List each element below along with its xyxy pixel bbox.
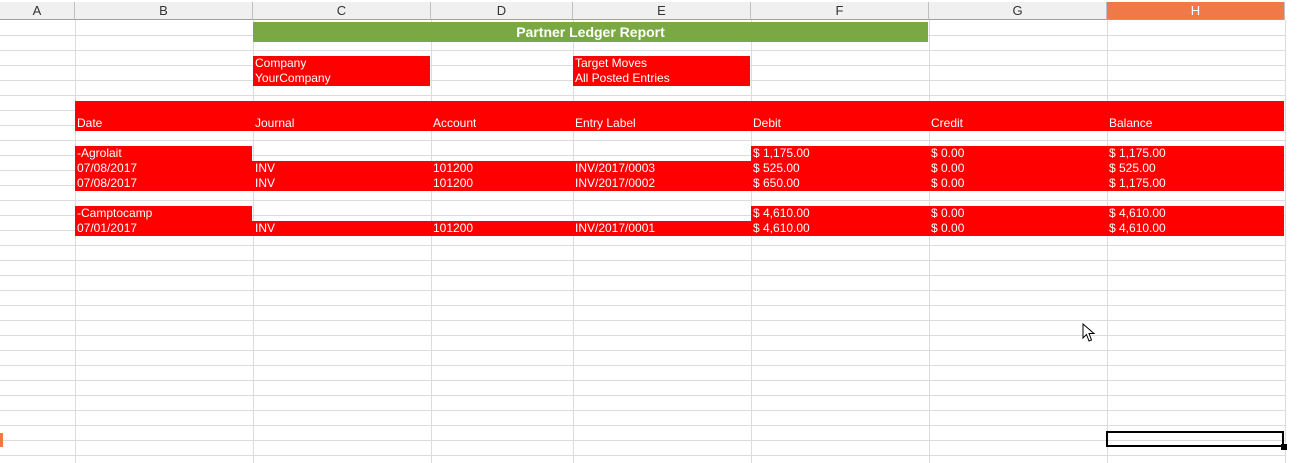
entry-account[interactable]: 101200 <box>433 221 474 235</box>
entry-journal[interactable]: INV <box>255 161 276 175</box>
partner-balance[interactable]: $ 4,610.00 <box>1109 206 1166 220</box>
partner-balance[interactable]: $ 1,175.00 <box>1109 146 1166 160</box>
entry-credit[interactable]: $ 0.00 <box>931 176 965 190</box>
row-gridline <box>0 260 1285 261</box>
table-header-cell[interactable]: Credit <box>931 116 964 130</box>
column-header-b[interactable]: B <box>75 2 253 20</box>
report-title[interactable]: Partner Ledger Report <box>253 22 928 42</box>
row-gridline <box>0 215 1285 216</box>
entry-label[interactable]: INV/2017/0003 <box>575 161 656 175</box>
partner-name[interactable]: -Agrolait <box>77 146 122 160</box>
column-header-e[interactable]: E <box>573 2 751 20</box>
selected-cell-H[interactable] <box>1106 431 1284 447</box>
company-block <box>253 56 430 86</box>
entry-balance[interactable]: $ 4,610.00 <box>1109 221 1166 235</box>
column-gridline <box>1107 20 1108 463</box>
table-header-cell[interactable]: Entry Label <box>575 116 636 130</box>
row-gridline <box>0 155 1285 156</box>
column-gridline <box>75 20 76 463</box>
entry-journal[interactable]: INV <box>255 221 276 235</box>
partner-credit[interactable]: $ 0.00 <box>931 206 965 220</box>
partner-name-fill <box>75 206 252 221</box>
active-row-marker <box>0 433 3 447</box>
row-gridline <box>0 335 1285 336</box>
row-gridline <box>0 275 1285 276</box>
row-gridline <box>0 305 1285 306</box>
column-gridline <box>751 20 752 463</box>
row-gridline <box>0 380 1285 381</box>
entry-date[interactable]: 07/08/2017 <box>77 161 138 175</box>
entry-account[interactable]: 101200 <box>433 176 474 190</box>
row-gridline <box>0 200 1285 201</box>
row-gridline <box>0 395 1285 396</box>
row-gridline <box>0 440 1285 441</box>
column-header-c[interactable]: C <box>253 2 431 20</box>
column-gridline <box>1285 20 1286 463</box>
row-gridline <box>0 95 1285 96</box>
partner-debit[interactable]: $ 4,610.00 <box>753 206 810 220</box>
entry-label[interactable]: INV/2017/0001 <box>575 221 656 235</box>
table-header-cell[interactable]: Date <box>77 116 103 130</box>
entry-account[interactable]: 101200 <box>433 161 474 175</box>
column-gridline <box>253 20 254 463</box>
target-moves-block <box>573 56 750 86</box>
fill-handle[interactable] <box>1281 444 1287 450</box>
partner-name-fill <box>75 146 252 161</box>
row-gridline <box>0 455 1285 456</box>
target-moves-value[interactable]: All Posted Entries <box>575 71 670 85</box>
entry-debit[interactable]: $ 525.00 <box>753 161 800 175</box>
row-gridline <box>0 245 1285 246</box>
row-gridline <box>0 410 1285 411</box>
partner-debit[interactable]: $ 1,175.00 <box>753 146 810 160</box>
entry-credit[interactable]: $ 0.00 <box>931 161 965 175</box>
column-header-g[interactable]: G <box>929 2 1107 20</box>
table-header-cell[interactable]: Balance <box>1109 116 1153 130</box>
row-gridline <box>0 140 1285 141</box>
table-header-cell[interactable]: Journal <box>255 116 295 130</box>
row-gridline <box>0 350 1285 351</box>
entry-balance[interactable]: $ 525.00 <box>1109 161 1156 175</box>
entry-journal[interactable]: INV <box>255 176 276 190</box>
entry-debit[interactable]: $ 650.00 <box>753 176 800 190</box>
column-gridline <box>431 20 432 463</box>
target-moves-label[interactable]: Target Moves <box>575 56 648 70</box>
row-gridline <box>0 50 1285 51</box>
row-gridline <box>0 425 1285 426</box>
partner-total-fill <box>751 146 1284 161</box>
partner-name[interactable]: -Camptocamp <box>77 206 153 220</box>
partner-credit[interactable]: $ 0.00 <box>931 146 965 160</box>
column-gridline <box>929 20 930 463</box>
company-value[interactable]: YourCompany <box>255 71 331 85</box>
column-header-h[interactable]: H <box>1107 2 1285 20</box>
entry-date[interactable]: 07/08/2017 <box>77 176 138 190</box>
entry-debit[interactable]: $ 4,610.00 <box>753 221 810 235</box>
partner-total-fill <box>751 206 1284 221</box>
entry-label[interactable]: INV/2017/0002 <box>575 176 656 190</box>
entry-rows-fill <box>75 161 1284 191</box>
entry-credit[interactable]: $ 0.00 <box>931 221 965 235</box>
entry-date[interactable]: 07/01/2017 <box>77 221 138 235</box>
table-header-cell[interactable]: Account <box>433 116 477 130</box>
column-gridline <box>573 20 574 463</box>
entry-rows-fill <box>75 221 1284 236</box>
company-label[interactable]: Company <box>255 56 307 70</box>
mouse-pointer-icon <box>1082 323 1096 342</box>
table-header-cell[interactable]: Debit <box>753 116 782 130</box>
row-gridline <box>0 365 1285 366</box>
column-header-d[interactable]: D <box>431 2 573 20</box>
column-header-f[interactable]: F <box>751 2 929 20</box>
column-header-a[interactable]: A <box>0 2 75 20</box>
row-gridline <box>0 320 1285 321</box>
table-header-band <box>75 101 1284 131</box>
entry-balance[interactable]: $ 1,175.00 <box>1109 176 1166 190</box>
row-gridline <box>0 290 1285 291</box>
